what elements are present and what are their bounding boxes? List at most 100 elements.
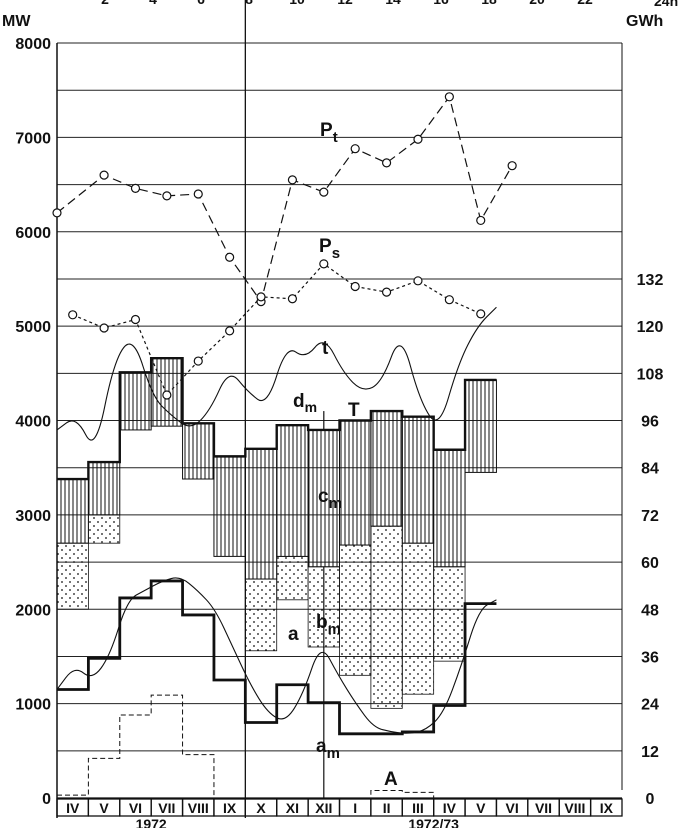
cm-band <box>87 461 121 516</box>
ps-label: Ps <box>319 236 340 262</box>
t-lower-label: t <box>322 338 329 359</box>
bm-band <box>276 556 309 601</box>
Pt-point <box>413 134 423 144</box>
right-tick-label: 48 <box>641 602 659 619</box>
left-tick-label: 5000 <box>15 319 51 336</box>
month-label: VI <box>506 800 519 816</box>
Ps-line <box>72 263 481 397</box>
month-label: II <box>383 800 391 816</box>
cm-band <box>339 420 372 546</box>
bm-band <box>401 542 435 695</box>
cm-band <box>119 371 152 431</box>
Ps-point <box>99 323 109 333</box>
cm-band <box>307 429 341 568</box>
A-upper-label: A <box>384 769 398 790</box>
cm-band <box>433 449 466 568</box>
cm-band <box>213 455 246 557</box>
a-curve <box>56 577 497 734</box>
am-step-line <box>57 579 497 736</box>
cm-band <box>182 422 215 480</box>
left-tick-label: 8000 <box>15 36 51 53</box>
left-tick-label: 6000 <box>15 225 51 242</box>
month-label: V <box>99 800 109 816</box>
month-label: IV <box>443 800 457 816</box>
top-tick-label: 22 <box>577 0 593 7</box>
data-lines <box>52 92 517 799</box>
Pt-point <box>287 175 298 185</box>
Ps-point <box>413 276 423 286</box>
Ps-point <box>444 295 454 305</box>
month-label: VIII <box>188 800 209 816</box>
Pt-point <box>130 183 141 193</box>
energy-fills <box>56 357 497 709</box>
right-tick-label: 132 <box>637 272 664 289</box>
bm-band <box>339 544 372 676</box>
grid <box>56 0 623 818</box>
Pt-point <box>99 170 109 180</box>
T-upper-label: T <box>348 400 360 421</box>
Pt-line <box>56 95 513 303</box>
Ps-point <box>225 326 235 336</box>
top-tick-label: 8 <box>245 0 253 7</box>
top-tick-label: 14 <box>385 0 401 7</box>
am-label: am <box>316 736 340 762</box>
right-tick-label: 72 <box>641 508 659 525</box>
year-label: 1972/73 <box>408 816 459 828</box>
Ps-point <box>130 314 141 325</box>
Pt-point <box>162 191 172 201</box>
right-tick-label: 84 <box>641 461 659 478</box>
right-tick-label: 36 <box>641 649 659 666</box>
month-label: XII <box>315 800 332 816</box>
month-label: IX <box>223 800 237 816</box>
bm-band <box>56 542 89 610</box>
bm-band <box>87 514 121 544</box>
month-label: IV <box>66 800 80 816</box>
left-tick-label: 4000 <box>15 414 51 431</box>
left-tick-label: 7000 <box>15 130 51 147</box>
Pt-point <box>193 189 203 199</box>
month-label: I <box>353 800 357 816</box>
cm-band <box>244 448 278 580</box>
month-cell <box>589 798 623 817</box>
right-tick-label: 12 <box>641 744 659 761</box>
top-tick-label: 6 <box>197 0 205 7</box>
Ps-point <box>287 294 298 304</box>
month-label: V <box>476 800 486 816</box>
cm-band <box>370 410 403 527</box>
top-tick-label: 12 <box>337 0 353 7</box>
Ps-point <box>350 281 360 292</box>
curve-labels: Pt Ps t T dm cm bm a am A <box>288 120 398 790</box>
cm-band <box>56 478 89 544</box>
Ps-point <box>476 309 486 319</box>
Pt-point <box>381 158 392 168</box>
t-curve <box>56 306 497 441</box>
month-label: XI <box>286 800 299 816</box>
month-axis: IV V VI VII VIII IX X XI XII I II III IV V VI VII VIII IX… <box>56 798 623 828</box>
month-label: III <box>412 800 424 816</box>
Pt-point <box>52 208 62 218</box>
bm-band <box>433 566 466 662</box>
left-tick-label: 3000 <box>15 508 51 525</box>
T-step-line <box>57 357 497 481</box>
right-tick-label: 108 <box>637 366 664 383</box>
left-tick-label: 2000 <box>15 602 51 619</box>
A-step-line <box>57 694 497 799</box>
dm-label: dm <box>293 391 317 415</box>
Pt-point <box>507 161 517 171</box>
cm-band <box>401 416 435 544</box>
top-tick-label: 10 <box>289 0 305 7</box>
bm-label: bm <box>316 612 341 638</box>
Ps-point <box>68 310 78 320</box>
year-label: 1972 <box>136 816 167 828</box>
Ps-point <box>162 390 172 400</box>
Pt-point <box>444 92 454 102</box>
Pt-point <box>225 252 235 262</box>
month-label: VI <box>129 800 142 816</box>
Ps-point <box>319 259 329 269</box>
left-tick-label: 1000 <box>15 697 51 714</box>
Pt-point <box>476 215 486 226</box>
month-label: X <box>256 800 266 816</box>
top-tick-label: 2 <box>101 0 109 7</box>
a-lower-label: a <box>288 624 299 645</box>
